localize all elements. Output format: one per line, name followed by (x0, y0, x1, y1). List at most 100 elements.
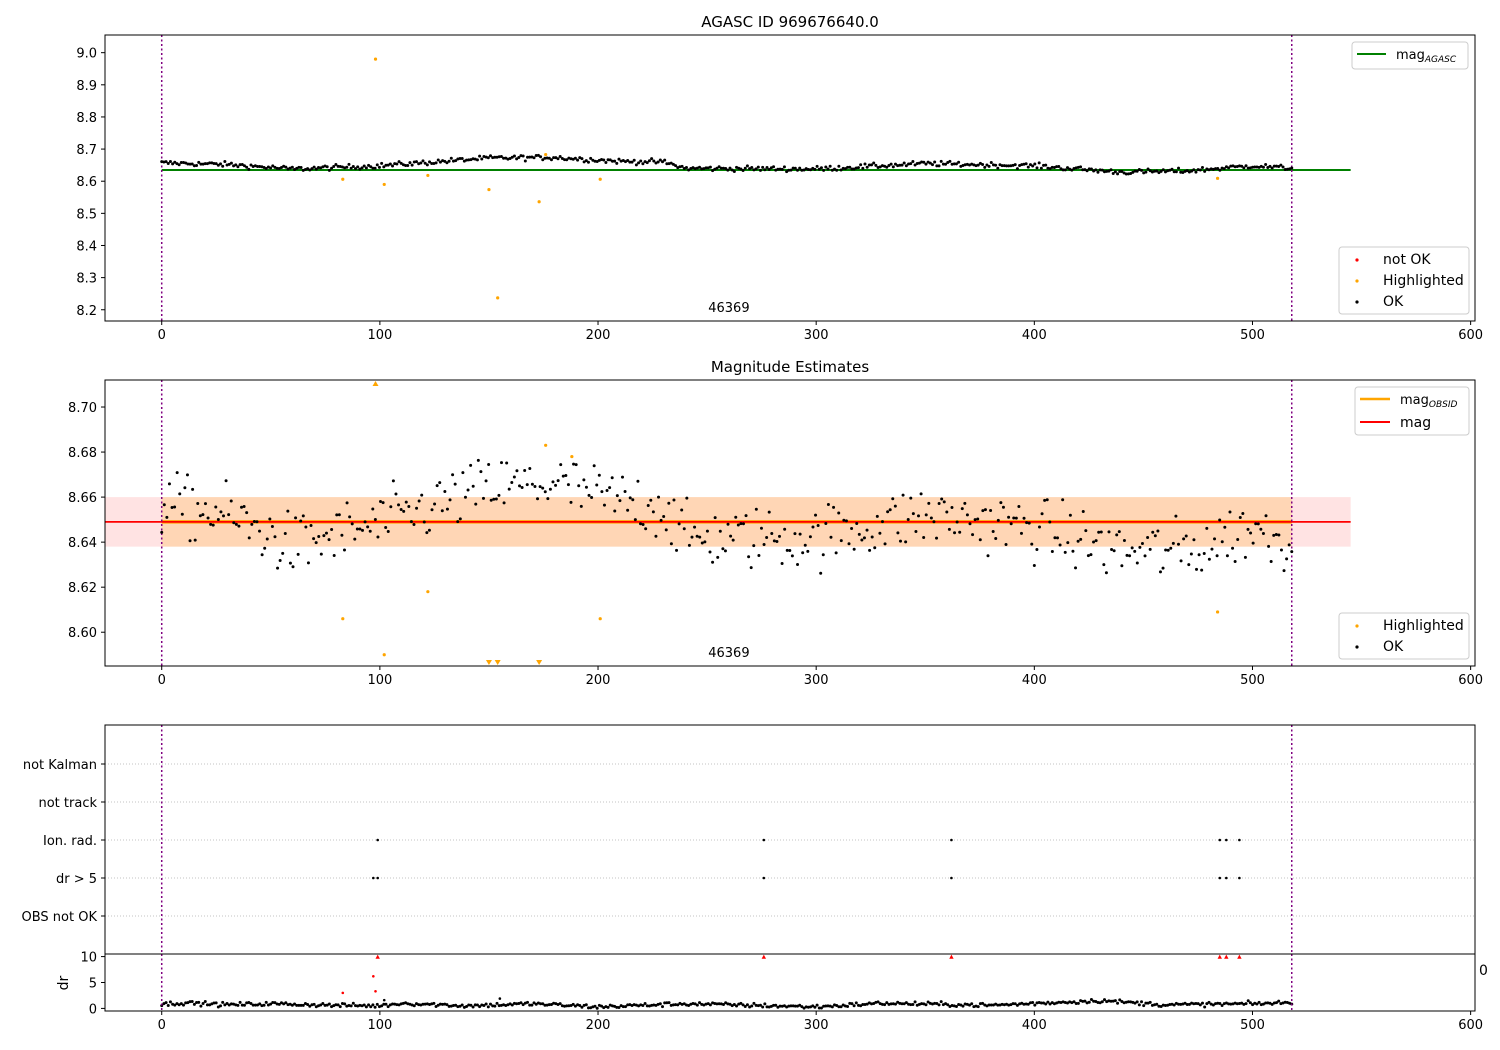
ok-point (1045, 498, 1049, 502)
ok-point (224, 479, 228, 483)
ok-point (422, 520, 426, 524)
dr-point (1246, 999, 1250, 1003)
dr-point (271, 1000, 275, 1004)
ok-point (1264, 163, 1268, 167)
out-of-range-down-marker (485, 660, 492, 665)
dr-point (741, 1003, 745, 1007)
dr-point (978, 1002, 982, 1006)
dr-large-point (341, 991, 345, 995)
dr-point (432, 1001, 436, 1005)
dr-point (168, 1000, 172, 1004)
dr-point (190, 999, 194, 1003)
ok-point (865, 165, 869, 169)
dr-capped-marker (1237, 954, 1242, 959)
ok-point (1236, 538, 1240, 542)
ok-point (1076, 539, 1080, 543)
dr-point (717, 1002, 721, 1006)
ok-point (214, 505, 218, 509)
dr-point (238, 1000, 242, 1004)
ok-point (1025, 521, 1029, 525)
dr-point (793, 1004, 797, 1008)
ok-point (791, 166, 795, 170)
ok-point (404, 163, 408, 167)
ok-point (533, 484, 537, 488)
ok-point (478, 154, 482, 158)
ok-point (846, 165, 850, 169)
ok-point (867, 163, 871, 167)
ok-point (279, 166, 283, 170)
dr-point (573, 1004, 577, 1008)
ok-point (488, 154, 492, 158)
ok-point (1231, 546, 1235, 550)
ok-point (761, 165, 765, 169)
dr-point (580, 1005, 584, 1009)
y-tick-label: 8.70 (68, 401, 97, 416)
legend-mag: magOBSID mag (1354, 386, 1470, 436)
ok-point (592, 464, 596, 468)
ok-point (264, 166, 268, 170)
ok-point (1222, 167, 1226, 171)
dr-point (839, 1005, 843, 1009)
dr-point (765, 1005, 769, 1009)
ok-point (551, 480, 555, 484)
ok-point (837, 511, 841, 515)
ok-point (1112, 549, 1116, 553)
dr-point (1283, 1000, 1287, 1004)
ok-point (1050, 165, 1054, 169)
ok-point (255, 520, 259, 524)
dr-point (323, 1003, 327, 1007)
ok-point (166, 162, 170, 166)
ok-point (209, 522, 213, 526)
ok-point (340, 533, 344, 537)
dr-point (282, 1002, 286, 1006)
dr-point (743, 1005, 747, 1009)
ok-point (1086, 554, 1090, 558)
ok-point (419, 161, 423, 165)
ok-point (911, 160, 915, 164)
ok-point (667, 501, 671, 505)
ok-point (582, 478, 586, 482)
dr-point (1089, 998, 1093, 1002)
ok-point (1053, 536, 1057, 540)
ok-point (1161, 566, 1165, 570)
ok-point (508, 156, 512, 160)
ok-point (517, 156, 521, 160)
ok-point (816, 523, 820, 527)
ok-point (275, 166, 279, 170)
ok-point (813, 167, 817, 171)
ok-point (726, 522, 730, 526)
ok-point (617, 157, 621, 161)
ok-point (443, 159, 447, 163)
ok-point (201, 513, 205, 517)
ok-point (1172, 170, 1176, 174)
ok-point (841, 166, 845, 170)
x-tick-label: 100 (367, 1018, 392, 1033)
legend-label-subscript: OBSID (1429, 400, 1458, 410)
dr-point (987, 1003, 991, 1007)
ok-point (634, 163, 638, 167)
axes-frame (104, 379, 1476, 667)
ok-point (819, 571, 823, 575)
ok-point (651, 510, 655, 514)
ok-point (695, 534, 699, 538)
ok-point (466, 488, 470, 492)
ok-point (1198, 168, 1202, 172)
ok-point (1254, 522, 1258, 526)
ok-point (981, 162, 985, 166)
dr-point (214, 1001, 218, 1005)
ok-point (534, 153, 538, 157)
dr-point (386, 1005, 390, 1009)
ok-point (325, 165, 329, 169)
x-tick-label: 0 (158, 673, 166, 688)
dr-point (1113, 999, 1117, 1003)
ok-point (1218, 518, 1222, 522)
ok-point (1277, 533, 1281, 537)
ok-point (780, 562, 784, 566)
ok-point (644, 527, 648, 531)
ok-point (745, 164, 749, 168)
x-tick-label: 600 (1458, 328, 1483, 343)
highlighted-point (544, 152, 548, 157)
ok-point (354, 167, 358, 171)
ok-point (502, 156, 506, 160)
dr-point (382, 1002, 386, 1006)
